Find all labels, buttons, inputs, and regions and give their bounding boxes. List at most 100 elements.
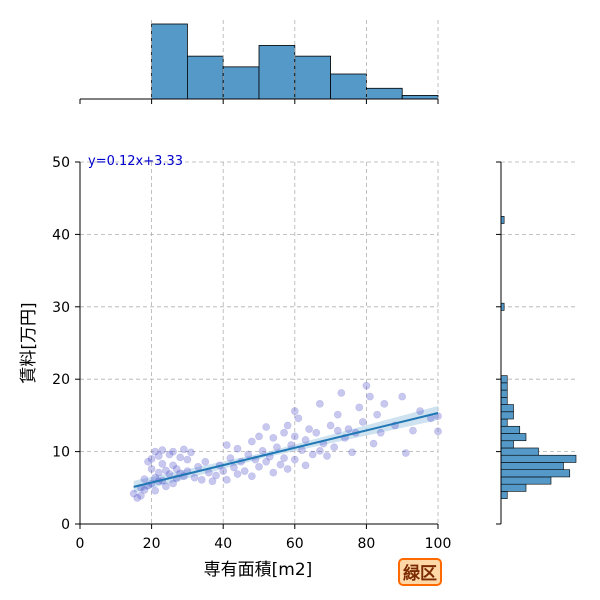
y-tick-label: 30 [52,300,70,316]
scatter-point [212,471,220,480]
district-badge-box [398,558,442,586]
y-tick-label: 50 [52,155,70,171]
scatter-point [294,414,303,423]
scatter-point [434,427,442,436]
scatter-point [129,489,138,498]
scatter-points [129,381,442,502]
scatter-point [333,426,342,435]
scatter-point [255,432,263,441]
y-axis-label: 賃料[万円] [19,302,39,383]
scatter-point [158,460,167,468]
scatter-point [344,425,353,434]
right-marginal-histogram [496,161,578,525]
right-histogram-bar [500,462,564,470]
scatter-point [348,448,356,457]
top-histogram-bar [222,66,260,100]
scatter-point [136,491,145,500]
scatter-point [172,465,181,473]
scatter-point [169,479,177,488]
top-histogram-bar [186,55,224,100]
regression-equation: y=0.12x+3.33 [88,154,183,169]
scatter-point [323,452,331,460]
scatter-point [358,418,367,426]
scatter-point [222,475,231,484]
scatter-point [280,454,288,463]
right-histogram-bar [500,396,508,405]
y-tick-label: 0 [61,517,70,533]
scatter-point [305,425,314,434]
scatter-point [183,455,192,464]
scatter-point [276,460,285,469]
scatter-point [290,432,299,441]
scatter-point [140,475,149,484]
scatter-point [230,463,238,472]
top-histogram-bar [330,73,367,100]
scatter-point [208,477,217,486]
scatter-point [151,447,160,456]
x-tick-label: 0 [76,536,85,552]
district-badge: 緑区 [398,558,442,586]
right-histogram-bar [500,425,521,434]
scatter-point [169,447,177,456]
right-histogram-bar [500,491,508,499]
axes: 0 20 40 60 80 100 0 10 20 30 40 50 [52,155,451,552]
scatter-point [240,467,249,476]
scatter-point [162,466,170,475]
top-marginal-histogram [79,20,439,104]
scatter-point [337,389,346,397]
right-histogram-bar [500,447,539,456]
scatter-point [269,468,278,477]
scatter-point [301,436,310,444]
scatter-point [169,461,177,470]
x-tick-label: 20 [143,536,161,552]
scatter-point [308,450,317,459]
scatter-point [401,449,410,457]
right-histogram-bar [500,476,552,485]
scatter-point [147,465,156,473]
scatter-point [262,457,271,466]
scatter-point [362,381,371,390]
scatter-point [272,443,281,452]
scatter-point [398,392,407,401]
top-histogram-bar [294,55,331,100]
regression-line-group [133,412,439,488]
scatter-point [301,461,310,470]
right-histogram-bar [500,375,508,384]
scatter-point [373,410,382,419]
scatter-point [194,462,203,471]
scatter-point [366,392,374,401]
top-histogram-bar [401,95,439,100]
scatter-point [315,446,324,455]
scatter-point [233,444,242,453]
scatter-point [330,443,339,452]
scatter-point [133,494,142,502]
x-tick-label: 60 [286,536,304,552]
scatter-point [247,437,256,446]
scatter-point [369,439,378,448]
scatter-point [140,486,149,494]
scatter-point [290,407,299,415]
right-histogram-bar [500,433,527,442]
top-histogram-bar [258,45,296,100]
scatter-point [283,465,292,473]
scatter-point [416,407,424,415]
right-histogram-bar [500,418,508,427]
scatter-point [247,472,256,481]
right-histogram-bar [500,404,514,413]
scatter-point [154,452,163,460]
scatter-point [190,473,199,482]
scatter-point [409,426,417,435]
x-tick-label: 80 [357,536,375,552]
scatter-point [290,455,299,464]
right-histogram-bar [500,483,527,492]
scatter-point [144,457,152,466]
scatter-point [355,403,364,412]
scatter-point [269,433,278,442]
scatter-point [258,446,267,455]
scatter-point [380,399,389,408]
right-histogram-bar [500,389,508,398]
scatter-point [154,468,163,477]
scatter-point [333,410,342,419]
y-tick-label: 10 [52,445,70,461]
